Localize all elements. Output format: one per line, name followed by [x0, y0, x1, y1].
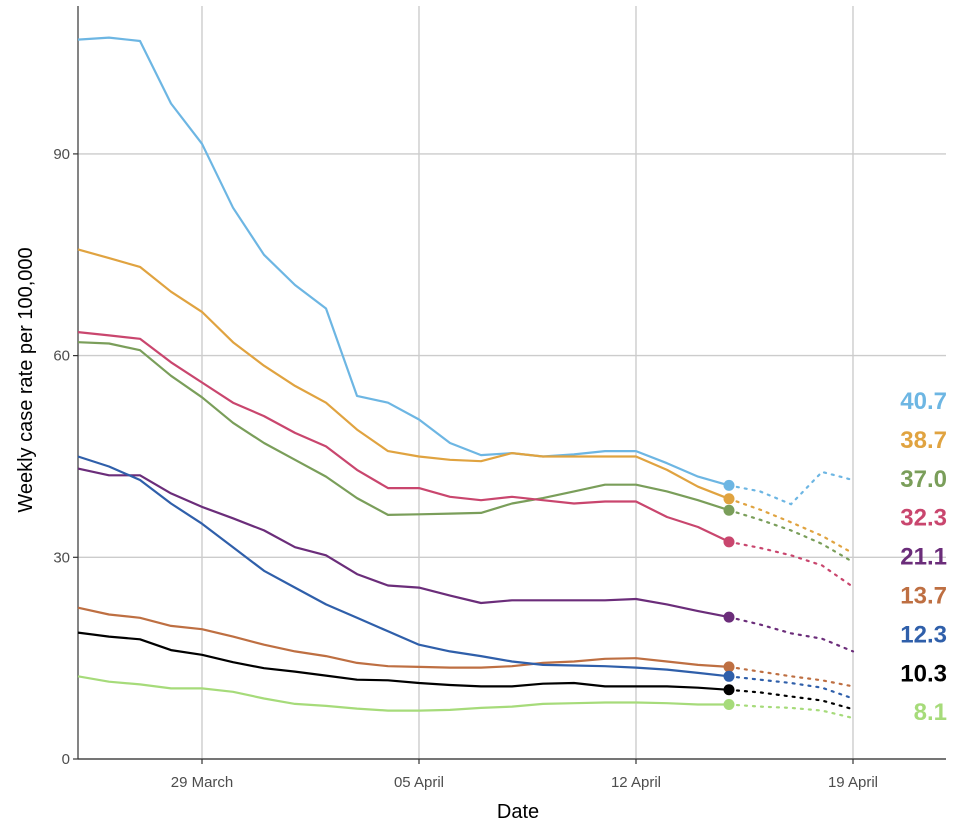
series-line	[77, 341, 730, 517]
series-line	[77, 631, 730, 691]
projection-line	[727, 703, 855, 720]
end-value-label: 12.3	[900, 621, 947, 648]
end-value-label: 38.7	[900, 427, 947, 454]
projection-line	[727, 497, 855, 555]
series-3	[77, 331, 855, 589]
end-value-label: 40.7	[900, 388, 947, 415]
series-end-point	[723, 479, 735, 491]
series-end-point	[723, 661, 735, 673]
y-axis-title: Weekly case rate per 100,000	[15, 247, 37, 512]
series-line	[77, 248, 730, 500]
end-value-label: 21.1	[900, 544, 947, 571]
projection-line	[727, 540, 855, 589]
end-value-label: 32.3	[900, 505, 947, 532]
projection-line	[727, 470, 855, 506]
series-8	[77, 675, 855, 720]
series-line	[77, 455, 730, 678]
series-line	[77, 675, 729, 712]
x-tick-label: 05 April	[394, 774, 444, 791]
series-line	[77, 606, 730, 669]
projection-line	[727, 675, 855, 700]
x-axis-title: Date	[497, 801, 539, 823]
series-7	[77, 631, 855, 711]
end-value-label: 13.7	[900, 583, 947, 610]
projection-line	[727, 665, 855, 688]
series-0	[77, 36, 855, 506]
series-layer	[77, 36, 855, 720]
series-end-point	[723, 611, 735, 623]
series-4	[77, 467, 855, 653]
y-tick-label: 90	[53, 146, 70, 163]
series-5	[77, 606, 855, 688]
end-value-label: 37.0	[900, 466, 947, 493]
tick-labels: 0 30 60 90 29 March 05 April 12 April 19 April	[53, 146, 878, 791]
series-end-point	[723, 536, 735, 548]
x-tick-label: 12 April	[611, 774, 661, 791]
projection-line	[727, 615, 855, 653]
series-6	[77, 455, 855, 700]
projection-line	[727, 688, 855, 711]
end-labels: 40.7 38.7 37.0 32.3 21.1 13.7 12.3 10.3 8.1	[900, 388, 947, 726]
series-1	[77, 248, 855, 555]
x-tick-label: 29 March	[171, 774, 234, 791]
projection-line	[727, 509, 855, 564]
y-tick-label: 0	[62, 751, 70, 768]
x-tick-label: 19 April	[828, 774, 878, 791]
series-line	[77, 36, 730, 487]
end-value-label: 8.1	[914, 699, 947, 726]
series-line	[77, 331, 730, 543]
series-end-point	[723, 493, 735, 505]
series-line	[77, 467, 730, 619]
series-2	[77, 341, 855, 564]
end-value-label: 10.3	[900, 660, 947, 687]
y-tick-label: 60	[53, 348, 70, 365]
y-tick-label: 30	[53, 549, 70, 566]
series-end-point	[723, 684, 735, 696]
series-end-point	[723, 699, 735, 711]
grid	[78, 6, 946, 760]
series-end-point	[723, 670, 735, 682]
series-end-point	[723, 504, 735, 516]
